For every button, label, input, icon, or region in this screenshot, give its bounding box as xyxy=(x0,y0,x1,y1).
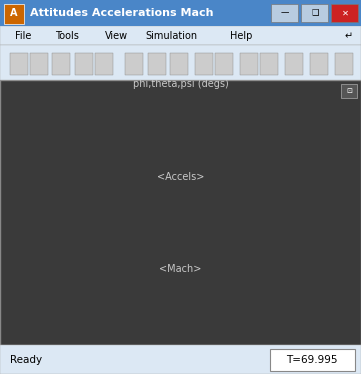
Text: phi,theta,psi (degs): phi,theta,psi (degs) xyxy=(132,79,229,89)
Text: Tools: Tools xyxy=(55,31,79,41)
Text: View: View xyxy=(105,31,128,41)
Text: <Accels>: <Accels> xyxy=(157,172,204,182)
Text: ⊡: ⊡ xyxy=(346,88,352,94)
Text: ✕: ✕ xyxy=(342,9,348,18)
Text: —: — xyxy=(281,9,289,18)
Text: Help: Help xyxy=(230,31,252,41)
Text: ↵: ↵ xyxy=(345,31,353,41)
Text: Ready: Ready xyxy=(10,355,42,365)
Text: Simulation: Simulation xyxy=(145,31,197,41)
Text: Attitudes Accelerations Mach: Attitudes Accelerations Mach xyxy=(30,8,213,18)
Text: File: File xyxy=(15,31,31,41)
Text: ❑: ❑ xyxy=(311,9,319,18)
Text: A: A xyxy=(10,8,18,18)
Text: T=69.995: T=69.995 xyxy=(286,355,338,365)
Text: <Mach>: <Mach> xyxy=(159,264,202,274)
